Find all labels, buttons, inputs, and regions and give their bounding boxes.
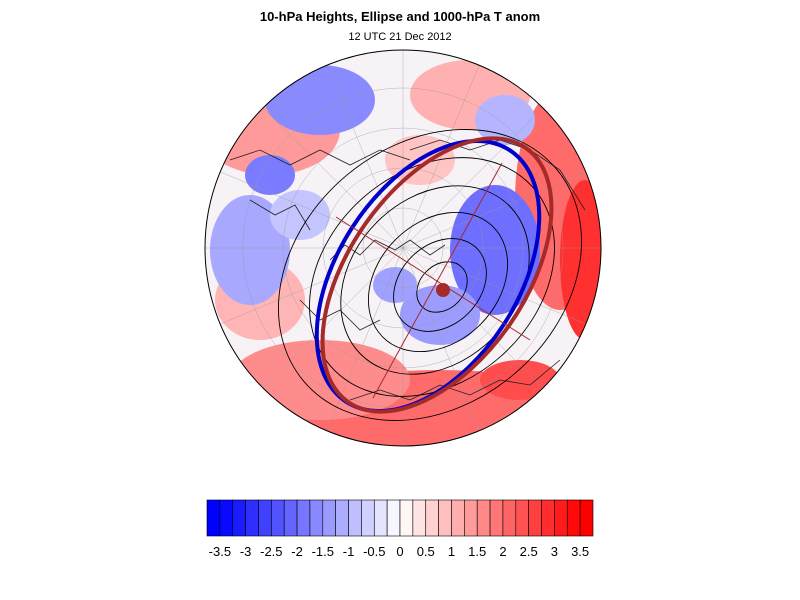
colorbar-box bbox=[206, 499, 221, 537]
temperature-anomaly-field bbox=[205, 50, 601, 446]
colorbar-box bbox=[258, 499, 272, 537]
cold-anomaly-region bbox=[210, 195, 290, 305]
warm-anomaly-region bbox=[480, 360, 560, 400]
cold-anomaly-region bbox=[245, 155, 295, 195]
colorbar-box bbox=[296, 499, 311, 537]
colorbar-box bbox=[373, 499, 388, 537]
colorbar-box bbox=[412, 499, 427, 537]
colorbar-tick-label: 0.5 bbox=[417, 544, 435, 559]
colorbar-tick-label: 3 bbox=[551, 544, 558, 559]
colorbar-box bbox=[528, 499, 542, 537]
colorbar-labels: -3.5 -3 -2.5 -2 -1.5 -1 -0.5 0 0.5 1 1.5 2 2.5 3 3.5 bbox=[209, 544, 590, 559]
colorbar-box bbox=[386, 499, 401, 537]
colorbar-tick-label: -1 bbox=[343, 544, 355, 559]
colorbar-box bbox=[283, 499, 298, 537]
colorbar-tick-label: -1.5 bbox=[312, 544, 334, 559]
cold-anomaly-region bbox=[270, 190, 330, 240]
colorbar-tick-label: 3.5 bbox=[571, 544, 589, 559]
colorbar-tick-label: -2.5 bbox=[260, 544, 282, 559]
colorbar-box bbox=[502, 499, 517, 537]
globe-outline bbox=[204, 49, 602, 447]
colorbar-box bbox=[322, 499, 336, 537]
colorbar-box bbox=[271, 499, 285, 537]
colorbar-box bbox=[566, 499, 581, 537]
colorbar-tick-label: 0 bbox=[396, 544, 403, 559]
red-ellipse bbox=[320, 136, 554, 414]
colorbar-box bbox=[348, 499, 362, 537]
colorbar-box bbox=[451, 499, 465, 537]
graticule bbox=[205, 50, 601, 446]
colorbar-box bbox=[489, 499, 504, 537]
colorbar-box bbox=[438, 499, 452, 537]
colorbar-box bbox=[335, 499, 349, 537]
ellipse-center-marker bbox=[436, 283, 450, 297]
colorbar-box bbox=[219, 499, 234, 537]
colorbar-tick-label: 2 bbox=[499, 544, 506, 559]
colorbar-box bbox=[554, 499, 568, 537]
colorbar-box bbox=[476, 499, 491, 537]
colorbar-tick-label: 2.5 bbox=[520, 544, 538, 559]
colorbar-box bbox=[361, 499, 375, 537]
colorbar-box bbox=[425, 499, 439, 537]
colorbar-tick-label: 1.5 bbox=[468, 544, 486, 559]
colorbar-box bbox=[515, 499, 529, 537]
colorbar-box bbox=[245, 499, 259, 537]
colorbar-box bbox=[309, 499, 324, 537]
ellipse-axes bbox=[335, 162, 531, 399]
map-title: 10-hPa Heights, Ellipse and 1000-hPa T a… bbox=[259, 9, 541, 24]
colorbar-tick-label: -3.5 bbox=[209, 544, 231, 559]
colorbar-box bbox=[579, 499, 594, 537]
colorbar-tick-label: -2 bbox=[291, 544, 303, 559]
colorbar-box bbox=[464, 499, 478, 537]
colorbar-box bbox=[232, 499, 246, 537]
colorbar-tick-label: -3 bbox=[240, 544, 252, 559]
colorbar-tick-label: -0.5 bbox=[363, 544, 385, 559]
colorbar-tick-label: 1 bbox=[448, 544, 455, 559]
map-subtitle: 12 UTC 21 Dec 2012 bbox=[348, 31, 452, 43]
colorbar-box bbox=[541, 499, 555, 537]
colorbar-boxes bbox=[206, 499, 594, 537]
cold-anomaly-region bbox=[475, 95, 535, 145]
colorbar-box bbox=[399, 499, 414, 537]
